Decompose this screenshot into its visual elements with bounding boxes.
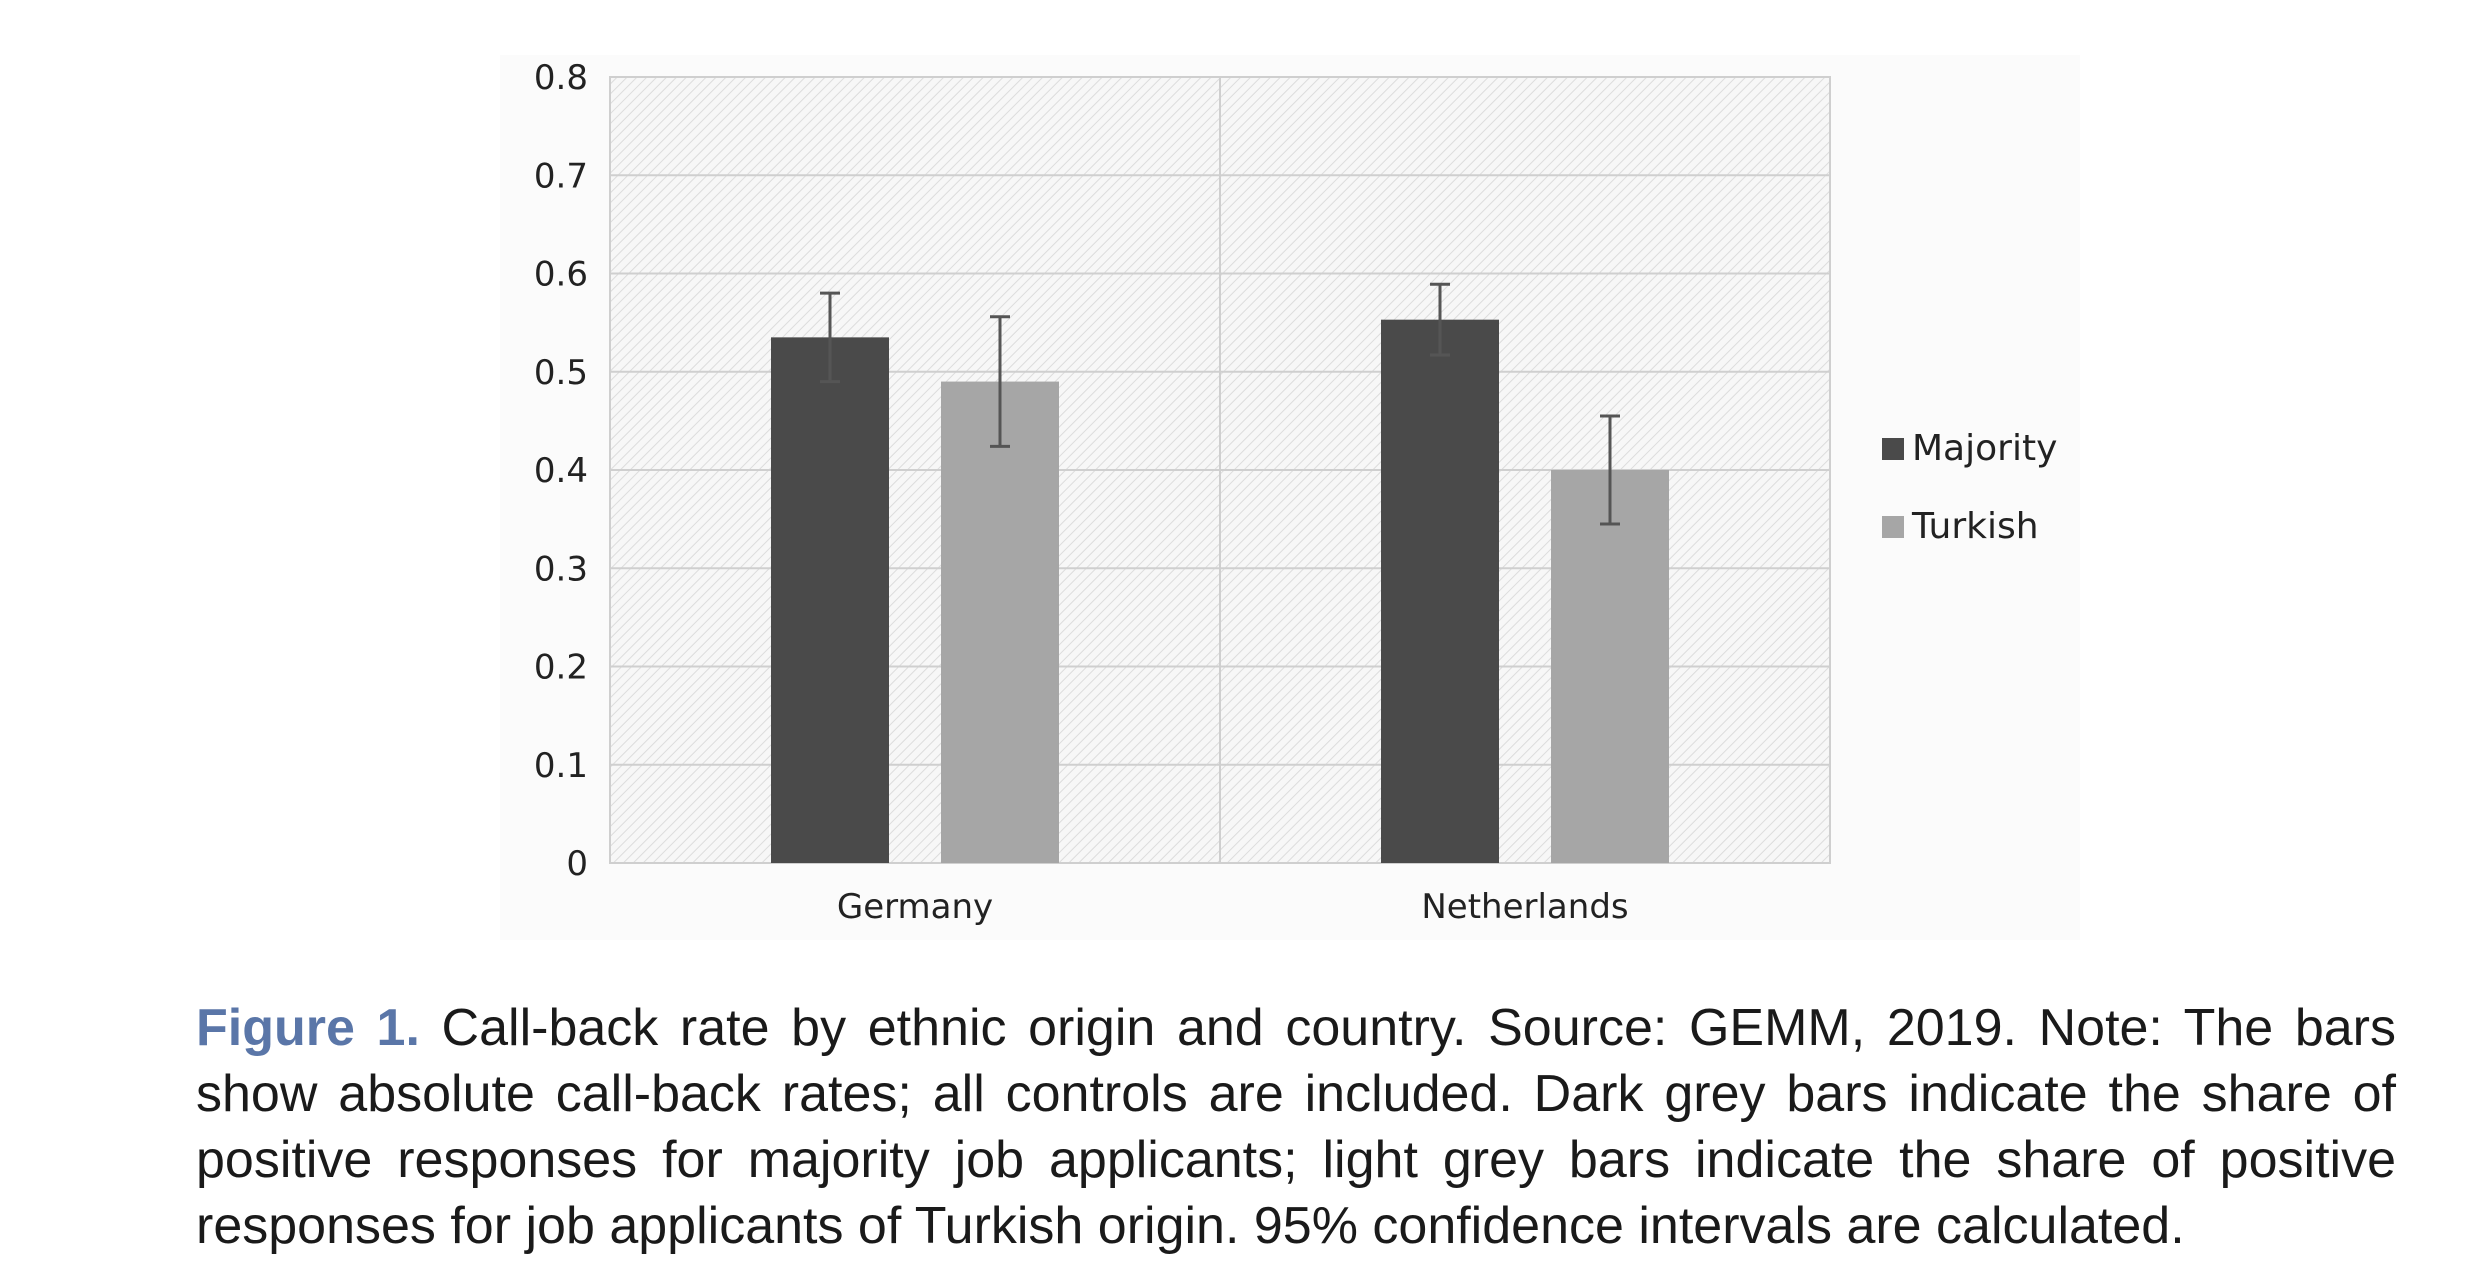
bar-majority-germany [771,337,889,863]
figure-caption: Figure 1. Call-back rate by ethnic origi… [196,995,2396,1259]
y-tick-label: 0.3 [534,549,588,589]
y-tick-label: 0.1 [534,746,588,786]
legend: Majority Turkish [1882,428,2057,547]
error-bars [820,282,1620,526]
bar-majority-netherlands [1381,319,1499,863]
y-tick-label: 0 [566,844,588,884]
chart-area: 0 0.1 0.2 0.3 0.4 0.5 0.6 0.7 0.8 Germany Netherl… [500,55,2080,940]
x-category-label: Netherlands [1421,887,1628,927]
y-tick-label: 0.4 [534,451,588,491]
y-axis: 0 0.1 0.2 0.3 0.4 0.5 0.6 0.7 0.8 [534,58,588,884]
y-tick-label: 0.8 [534,58,588,98]
x-category-label: Germany [837,887,993,927]
bar-chart: 0 0.1 0.2 0.3 0.4 0.5 0.6 0.7 0.8 Germany Netherl… [534,58,2057,927]
bar-turkish-netherlands [1551,470,1669,863]
legend-swatch-turkish [1882,516,1904,538]
caption-text: Call-back rate by ethnic origin and coun… [196,999,2396,1255]
y-tick-label: 0.7 [534,156,588,196]
y-tick-label: 0.5 [534,353,588,393]
legend-label-turkish: Turkish [1911,506,2039,547]
x-axis: Germany Netherlands [837,887,1629,927]
bar-turkish-germany [941,381,1059,863]
bars [771,319,1669,863]
y-tick-label: 0.2 [534,648,588,688]
figure-label: Figure 1. [196,999,420,1057]
legend-label-majority: Majority [1912,428,2057,469]
y-tick-label: 0.6 [534,255,588,295]
legend-swatch-majority [1882,438,1904,460]
